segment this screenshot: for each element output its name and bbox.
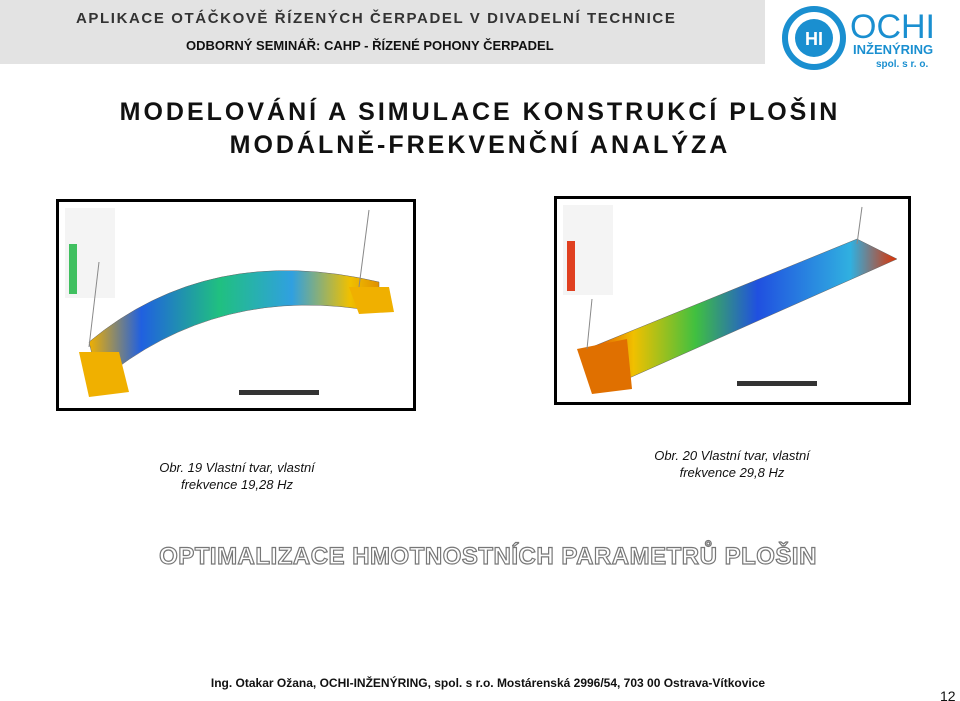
figure-caption: Obr. 19 Vlastní tvar, vlastní frekvence … [137,459,337,493]
caption-line: frekvence 19,28 Hz [180,477,293,492]
figure-image [56,199,416,411]
header-bar [0,0,765,64]
logo: HI OCHI INŽENÝRING spol. s r. o. [782,6,935,70]
logo-line3: spol. s r. o. [876,59,928,70]
title-line: MODELOVÁNÍ A SIMULACE KONSTRUKCÍ PLOŠIN [119,98,841,126]
logo-disc [795,19,833,57]
figure-image [554,196,911,405]
caption-line: Obr. 20 Vlastní tvar, vlastní [654,448,810,463]
logo-line2: INŽENÝRING [853,42,933,57]
header-subtitle: ODBORNÝ SEMINÁŘ: CAHP - ŘÍZENÉ POHONY ČE… [186,38,554,53]
logo-name: OCHI [850,8,935,46]
header-title: APLIKACE OTÁČKOVĚ ŘÍZENÝCH ČERPADEL V DI… [76,10,677,27]
svg-text:HI: HI [805,29,823,49]
logo-ring [782,6,846,70]
title-line: MODÁLNĚ-FREKVENČNÍ ANALÝZA [229,131,731,159]
section-heading: OPTIMALIZACE HMOTNOSTNÍCH PARAMETRŮ PLOŠ… [158,542,817,570]
footer: Ing. Otakar Ožana, OCHI-INŽENÝRING, spol… [210,676,766,690]
caption-line: frekvence 29,8 Hz [679,465,785,480]
page-number: 12 [940,688,956,701]
figure-caption: Obr. 20 Vlastní tvar, vlastní frekvence … [632,447,832,481]
caption-line: Obr. 19 Vlastní tvar, vlastní [159,460,315,475]
